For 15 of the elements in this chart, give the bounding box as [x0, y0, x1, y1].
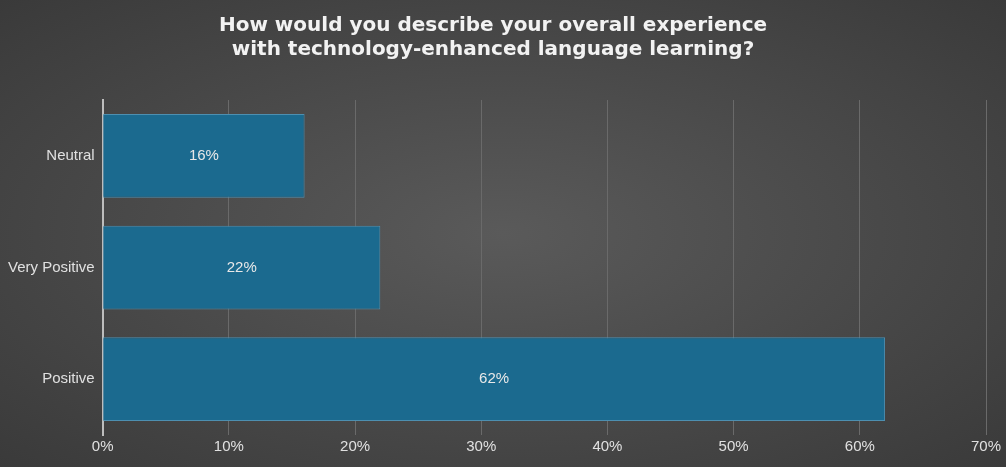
- data-label: 62%: [479, 369, 510, 387]
- x-tick-label: 50%: [718, 437, 749, 455]
- y-tick-label: Very Positive: [7, 257, 95, 275]
- x-tick-label: 30%: [466, 437, 497, 455]
- chart-title: How would you describe your overall experience with technology-enhanced language learning?: [218, 12, 768, 61]
- data-label: 22%: [226, 257, 257, 275]
- x-tick-label: 40%: [592, 437, 623, 455]
- x-tick-label: 20%: [340, 437, 371, 455]
- y-tick-label: Positive: [42, 369, 95, 387]
- data-label: 16%: [188, 145, 219, 163]
- x-tick-label: 70%: [970, 437, 1002, 455]
- x-tick-label: 10%: [213, 437, 244, 455]
- x-tick-label: 60%: [844, 437, 875, 455]
- y-tick-label: Neutral: [46, 145, 95, 163]
- x-tick-label: 0%: [91, 437, 114, 455]
